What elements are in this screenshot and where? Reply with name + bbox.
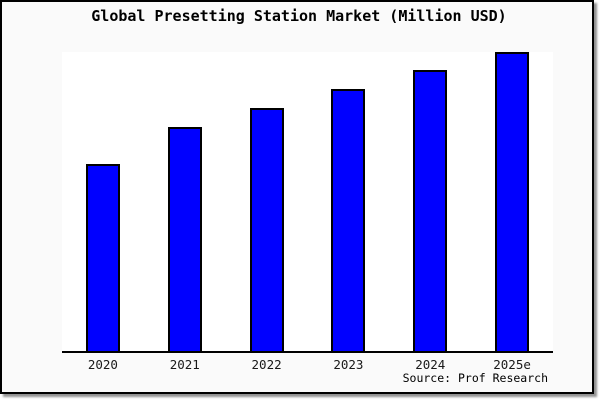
- bar-2020: [85, 164, 120, 351]
- bar-2024: [413, 70, 448, 351]
- x-tick-label-2024: 2024: [415, 357, 446, 372]
- x-tick-label-2023: 2023: [333, 357, 364, 372]
- bar-2021: [167, 127, 202, 351]
- x-tick-label-2025e: 2025e: [493, 357, 531, 372]
- bar-2023: [331, 89, 366, 351]
- x-axis-labels: 2020 2021 2022 2023 2024 2025e: [62, 357, 553, 373]
- x-tick-label-2021: 2021: [169, 357, 200, 372]
- plot-area: [62, 52, 553, 353]
- chart-title: Global Presetting Station Market (Millio…: [91, 7, 507, 25]
- x-tick-label-2020: 2020: [87, 357, 118, 372]
- bar-2025e: [495, 52, 530, 351]
- bar-2022: [249, 108, 284, 351]
- chart-frame: Global Presetting Station Market (Millio…: [0, 0, 594, 394]
- source-note: Source: Prof Research: [402, 371, 548, 385]
- x-tick-label-2022: 2022: [251, 357, 282, 372]
